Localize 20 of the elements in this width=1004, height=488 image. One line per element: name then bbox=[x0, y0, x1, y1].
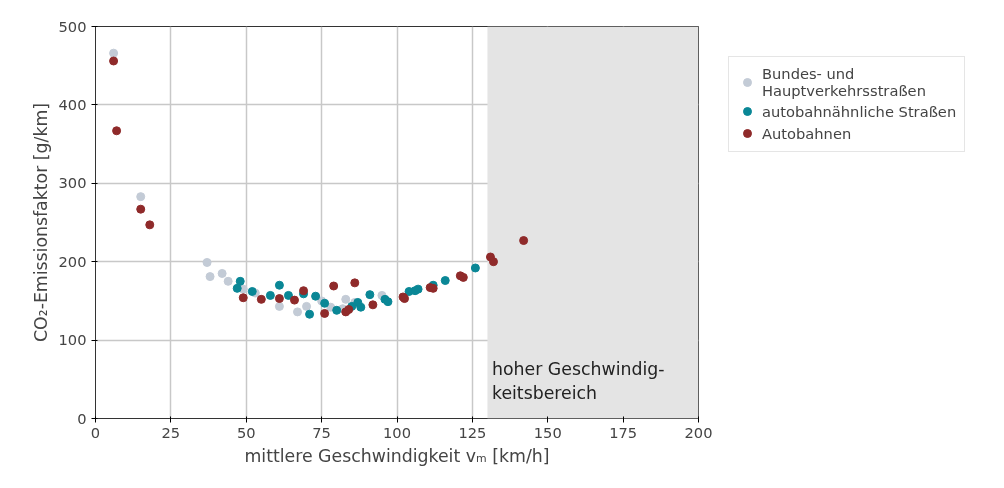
band-label: hoher Geschwindig- keitsbereich bbox=[491, 358, 665, 403]
x-tick-label: 25 bbox=[161, 423, 181, 441]
legend-label: Autobahnen bbox=[762, 124, 852, 142]
legend-label: autobahnähnliche Straßen bbox=[762, 102, 957, 120]
x-tick-label: 175 bbox=[609, 423, 638, 441]
x-tick-label: 100 bbox=[383, 423, 411, 441]
y-tick-label: 0 bbox=[77, 409, 87, 427]
x-tick-label: 150 bbox=[533, 423, 562, 441]
x-tick-label: 200 bbox=[684, 423, 713, 441]
x-tick-label: 0 bbox=[90, 423, 101, 441]
x-axis-title: mittlere Geschwindigkeit vₘ [km/h] bbox=[244, 445, 550, 466]
y-tick-label: 500 bbox=[58, 17, 87, 35]
y-tick-label: 300 bbox=[58, 174, 87, 192]
x-tick-label: 75 bbox=[312, 423, 331, 441]
y-tick-label: 400 bbox=[58, 95, 87, 113]
x-tick-label: 50 bbox=[236, 423, 256, 441]
y-tick-label: 200 bbox=[58, 252, 87, 270]
y-axis-title: CO₂-Emissionsfaktor [g/km] bbox=[30, 102, 51, 343]
x-tick-label: 125 bbox=[458, 423, 487, 441]
y-tick-label: 100 bbox=[58, 331, 87, 349]
